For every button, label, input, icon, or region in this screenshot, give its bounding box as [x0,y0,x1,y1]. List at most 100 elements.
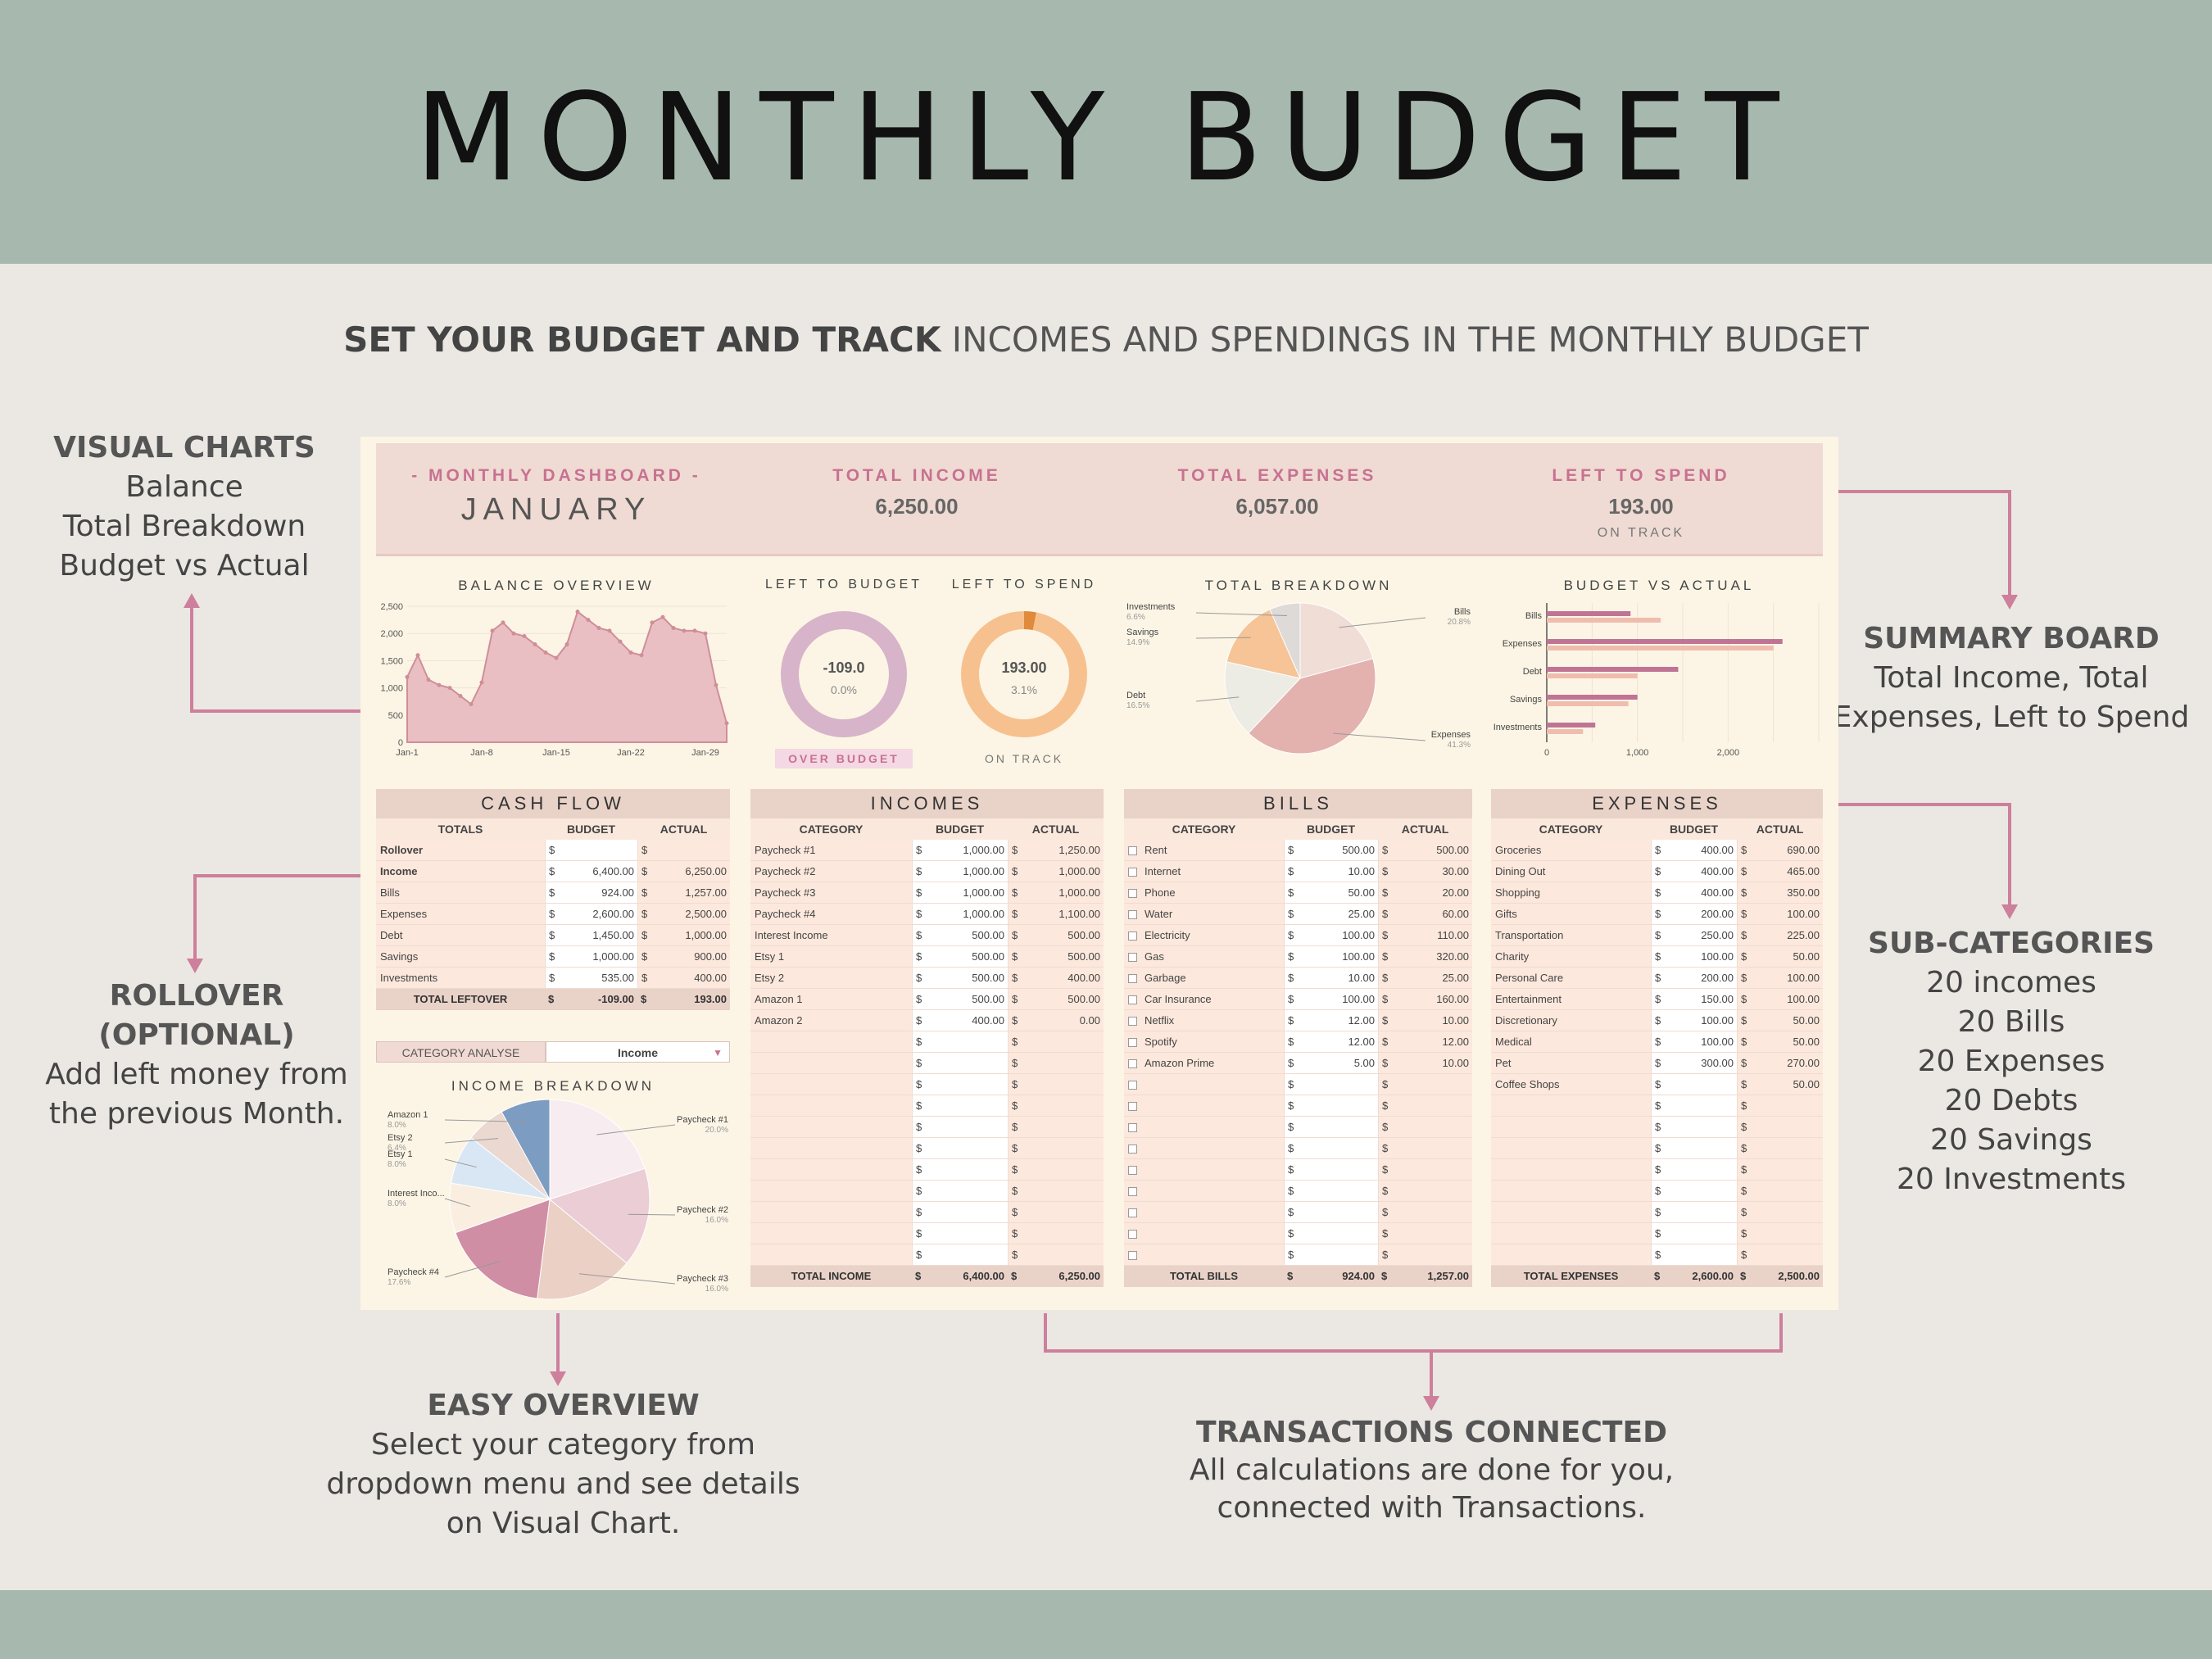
money-cell[interactable]: $ [637,840,730,860]
money-cell[interactable]: $ [912,1095,1008,1116]
category-cell[interactable] [1491,1138,1651,1158]
money-cell[interactable]: $400.00 [1008,968,1104,988]
money-cell[interactable]: $ [1008,1074,1104,1095]
money-cell[interactable]: $ [912,1053,1008,1073]
category-cell[interactable]: Charity [1491,946,1651,967]
money-cell[interactable]: $ [1008,1138,1104,1158]
money-cell[interactable]: $ [1008,1117,1104,1137]
money-cell[interactable]: $ [1651,1159,1737,1180]
checkbox[interactable] [1128,1102,1137,1112]
money-cell[interactable]: $5.00 [1284,1053,1378,1073]
money-cell[interactable]: $ [1284,1159,1378,1180]
money-cell[interactable]: $535.00 [545,968,637,988]
category-cell[interactable] [1124,1159,1284,1180]
category-cell[interactable]: Paycheck #3 [750,882,912,903]
money-cell[interactable]: $50.00 [1737,1031,1823,1052]
category-cell[interactable] [750,1202,912,1222]
category-cell[interactable] [750,1053,912,1073]
money-cell[interactable]: $270.00 [1737,1053,1823,1073]
money-cell[interactable]: $60.00 [1378,904,1472,924]
money-cell[interactable]: $500.00 [1008,989,1104,1009]
money-cell[interactable]: $400.00 [1651,882,1737,903]
money-cell[interactable]: $200.00 [1651,904,1737,924]
money-cell[interactable]: $100.00 [1284,925,1378,945]
category-cell[interactable] [1491,1181,1651,1201]
money-cell[interactable]: $ [912,1223,1008,1244]
money-cell[interactable]: $6,400.00 [912,1266,1008,1287]
category-cell[interactable]: Savings [376,946,545,967]
category-cell[interactable] [1491,1095,1651,1116]
money-cell[interactable]: $ [912,1074,1008,1095]
money-cell[interactable]: $ [1737,1202,1823,1222]
money-cell[interactable]: $30.00 [1378,861,1472,882]
money-cell[interactable]: $1,000.00 [637,925,730,945]
category-cell[interactable]: Amazon 2 [750,1010,912,1031]
money-cell[interactable]: $0.00 [1008,1010,1104,1031]
chevron-down-icon[interactable]: ▼ [713,1047,723,1058]
money-cell[interactable]: $2,500.00 [1737,1266,1823,1287]
checkbox[interactable] [1128,910,1137,920]
money-cell[interactable]: $ [1284,1074,1378,1095]
money-cell[interactable]: $160.00 [1378,989,1472,1009]
category-cell[interactable] [1124,1074,1284,1095]
money-cell[interactable]: $12.00 [1284,1010,1378,1031]
money-cell[interactable]: $12.00 [1378,1031,1472,1052]
money-cell[interactable]: $10.00 [1378,1053,1472,1073]
money-cell[interactable]: $400.00 [912,1010,1008,1031]
category-cell[interactable] [750,1138,912,1158]
money-cell[interactable]: $1,250.00 [1008,840,1104,860]
money-cell[interactable]: $ [545,840,637,860]
category-cell[interactable]: Income [376,861,545,882]
money-cell[interactable]: $25.00 [1378,968,1472,988]
category-cell[interactable]: Bills [376,882,545,903]
money-cell[interactable]: $110.00 [1378,925,1472,945]
money-cell[interactable]: $100.00 [1737,968,1823,988]
money-cell[interactable]: $1,257.00 [1378,1266,1472,1287]
money-cell[interactable]: $320.00 [1378,946,1472,967]
money-cell[interactable]: $ [1008,1031,1104,1052]
money-cell[interactable]: $ [1008,1244,1104,1265]
money-cell[interactable]: $50.00 [1737,1010,1823,1031]
money-cell[interactable]: $100.00 [1284,946,1378,967]
money-cell[interactable]: $400.00 [637,968,730,988]
money-cell[interactable]: $690.00 [1737,840,1823,860]
money-cell[interactable]: $500.00 [912,989,1008,1009]
category-cell[interactable] [1124,1202,1284,1222]
money-cell[interactable]: $ [1008,1181,1104,1201]
money-cell[interactable]: $250.00 [1651,925,1737,945]
checkbox[interactable] [1128,1145,1137,1154]
money-cell[interactable]: $ [1008,1159,1104,1180]
category-cell[interactable]: Netflix [1124,1010,1284,1031]
checkbox[interactable] [1128,1038,1137,1048]
checkbox[interactable] [1128,974,1137,984]
category-cell[interactable] [750,1159,912,1180]
money-cell[interactable]: $ [912,1202,1008,1222]
checkbox[interactable] [1128,868,1137,877]
category-cell[interactable] [750,1223,912,1244]
category-cell[interactable]: Spotify [1124,1031,1284,1052]
category-cell[interactable]: Entertainment [1491,989,1651,1009]
money-cell[interactable]: $1,000.00 [1008,882,1104,903]
category-cell[interactable]: Water [1124,904,1284,924]
money-cell[interactable]: $ [1737,1138,1823,1158]
category-cell[interactable] [750,1031,912,1052]
money-cell[interactable]: $ [912,1138,1008,1158]
category-cell[interactable]: Internet [1124,861,1284,882]
category-cell[interactable]: Transportation [1491,925,1651,945]
category-cell[interactable]: Interest Income [750,925,912,945]
money-cell[interactable]: $1,100.00 [1008,904,1104,924]
category-cell[interactable]: Paycheck #2 [750,861,912,882]
money-cell[interactable]: $ [912,1181,1008,1201]
category-cell[interactable]: Phone [1124,882,1284,903]
money-cell[interactable]: $ [1378,1095,1472,1116]
money-cell[interactable]: $1,450.00 [545,925,637,945]
category-cell[interactable]: Gas [1124,946,1284,967]
money-cell[interactable]: $50.00 [1284,882,1378,903]
category-cell[interactable]: Coffee Shops [1491,1074,1651,1095]
money-cell[interactable]: $ [1651,1202,1737,1222]
money-cell[interactable]: $1,000.00 [1008,861,1104,882]
checkbox[interactable] [1128,1251,1137,1261]
money-cell[interactable]: $500.00 [912,968,1008,988]
category-cell[interactable]: Personal Care [1491,968,1651,988]
money-cell[interactable]: $ [1284,1181,1378,1201]
